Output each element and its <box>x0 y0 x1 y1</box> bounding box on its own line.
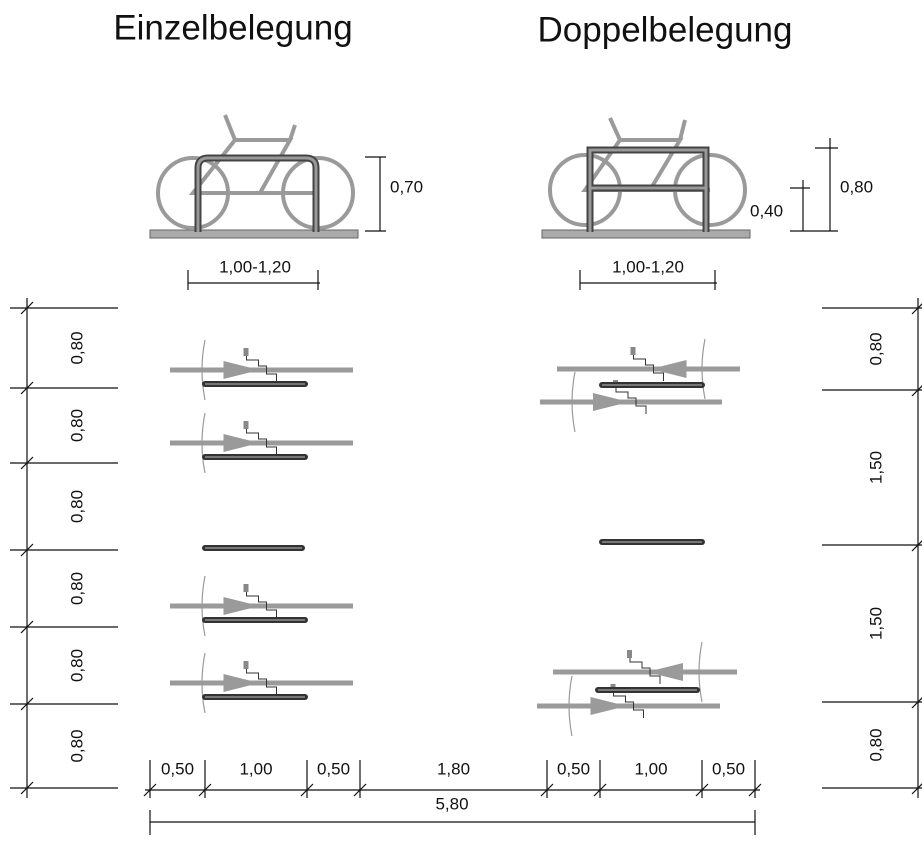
title-left: Einzelbelegung <box>113 8 352 47</box>
handlebar <box>629 654 661 684</box>
dim-height-total: 0,80 <box>840 177 873 196</box>
tick <box>20 456 34 470</box>
tick <box>20 781 34 795</box>
handlebar <box>246 425 277 455</box>
tick <box>911 783 922 795</box>
bike-arrow <box>223 434 260 452</box>
dim-label: 0,80 <box>866 728 885 761</box>
handlebar <box>613 688 644 718</box>
dim-total: 5,80 <box>435 794 468 813</box>
tick <box>20 301 34 315</box>
plan-view <box>170 338 740 737</box>
wheel-arc <box>698 641 703 703</box>
tick <box>911 385 922 397</box>
wheel-arc <box>201 652 206 714</box>
tick <box>748 783 762 797</box>
dimensions <box>10 298 922 835</box>
dim-label: 1,00 <box>634 759 667 778</box>
pedal <box>243 348 249 356</box>
bike-arrow <box>223 674 260 692</box>
dim-label: 0,50 <box>557 759 590 778</box>
handlebar <box>633 351 664 381</box>
pedal <box>243 421 249 429</box>
elevation-left <box>149 114 386 290</box>
pedal <box>243 661 249 669</box>
handlebar <box>246 588 277 618</box>
tick <box>593 783 607 797</box>
tick <box>911 540 922 552</box>
bike-arrow <box>650 360 687 378</box>
handlebar <box>246 352 277 382</box>
dim-label: 0,80 <box>67 729 86 762</box>
tick <box>20 697 34 711</box>
pedal <box>627 650 632 658</box>
elevation-right <box>541 117 838 290</box>
dim-height: 0,70 <box>390 177 423 196</box>
wheel-arc <box>201 575 206 637</box>
dim-label: 0,80 <box>67 649 86 682</box>
dim-label: 0,50 <box>712 759 745 778</box>
dim-label: 0,80 <box>866 332 885 365</box>
tick <box>911 303 922 315</box>
dim-label: 1,50 <box>866 451 885 484</box>
tick <box>540 783 554 797</box>
tick <box>695 783 709 797</box>
tick <box>143 783 157 797</box>
dim-height-bar: 0,40 <box>750 201 783 220</box>
tick <box>300 783 314 797</box>
bike-arrow <box>590 697 627 715</box>
bike-arrow <box>223 361 260 379</box>
dim-label: 0,80 <box>67 331 86 364</box>
dim-label: 1,00 <box>239 759 272 778</box>
title-right: Doppelbelegung <box>538 10 793 49</box>
bike-arrow <box>223 597 260 615</box>
tick <box>20 620 34 634</box>
bike-arrow <box>593 393 629 411</box>
tick <box>20 381 34 395</box>
tick <box>353 783 367 797</box>
wheel-arc <box>571 371 576 433</box>
pedal <box>630 347 636 355</box>
handlebar <box>246 665 277 695</box>
tick <box>20 543 34 557</box>
dim-width: 1,00-1,20 <box>219 257 291 276</box>
wheel-arc <box>568 675 573 737</box>
dim-label: 0,80 <box>67 490 86 523</box>
dim-label: 0,80 <box>67 409 86 442</box>
pedal <box>243 584 249 592</box>
dim-label: 1,80 <box>437 759 470 778</box>
bike-arrow <box>647 663 683 681</box>
wheel-arc <box>201 339 206 401</box>
dim-label: 0,50 <box>161 759 194 778</box>
tick <box>198 783 212 797</box>
dim-label: 1,50 <box>866 607 885 640</box>
dim-width: 1,00-1,20 <box>612 257 684 276</box>
handlebar <box>615 384 647 414</box>
tick <box>911 697 922 709</box>
dim-label: 0,50 <box>317 759 350 778</box>
wheel-arc <box>201 412 206 474</box>
dim-label: 0,80 <box>67 572 86 605</box>
wheel-arc <box>701 338 706 400</box>
